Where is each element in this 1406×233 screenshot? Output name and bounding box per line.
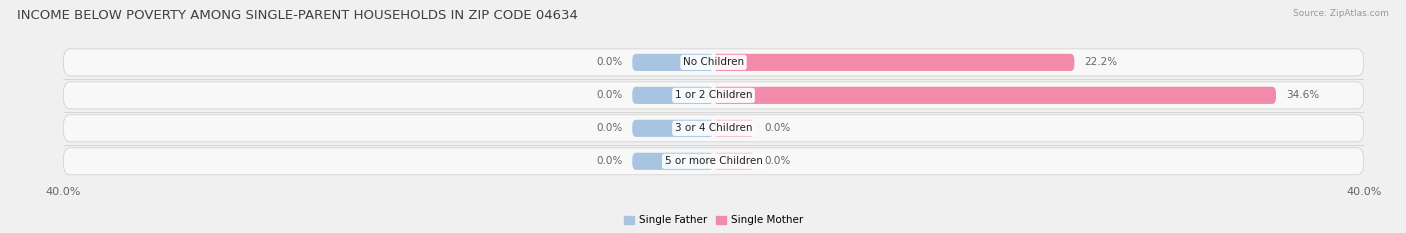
FancyBboxPatch shape: [633, 54, 713, 71]
FancyBboxPatch shape: [713, 54, 1074, 71]
Text: 34.6%: 34.6%: [1286, 90, 1319, 100]
Text: 3 or 4 Children: 3 or 4 Children: [675, 123, 752, 133]
Legend: Single Father, Single Mother: Single Father, Single Mother: [619, 211, 808, 230]
FancyBboxPatch shape: [713, 153, 754, 170]
FancyBboxPatch shape: [63, 148, 1364, 175]
FancyBboxPatch shape: [63, 49, 1364, 76]
FancyBboxPatch shape: [633, 153, 713, 170]
FancyBboxPatch shape: [633, 87, 713, 104]
Text: 0.0%: 0.0%: [763, 156, 790, 166]
FancyBboxPatch shape: [63, 82, 1364, 109]
Text: 0.0%: 0.0%: [596, 123, 623, 133]
Text: 0.0%: 0.0%: [596, 90, 623, 100]
Text: 0.0%: 0.0%: [596, 57, 623, 67]
Text: 0.0%: 0.0%: [596, 156, 623, 166]
FancyBboxPatch shape: [633, 120, 713, 137]
FancyBboxPatch shape: [713, 120, 754, 137]
Text: 22.2%: 22.2%: [1084, 57, 1118, 67]
FancyBboxPatch shape: [713, 87, 1277, 104]
Text: 1 or 2 Children: 1 or 2 Children: [675, 90, 752, 100]
Text: INCOME BELOW POVERTY AMONG SINGLE-PARENT HOUSEHOLDS IN ZIP CODE 04634: INCOME BELOW POVERTY AMONG SINGLE-PARENT…: [17, 9, 578, 22]
FancyBboxPatch shape: [63, 115, 1364, 142]
Text: 5 or more Children: 5 or more Children: [665, 156, 762, 166]
Text: Source: ZipAtlas.com: Source: ZipAtlas.com: [1294, 9, 1389, 18]
Text: No Children: No Children: [683, 57, 744, 67]
Text: 0.0%: 0.0%: [763, 123, 790, 133]
